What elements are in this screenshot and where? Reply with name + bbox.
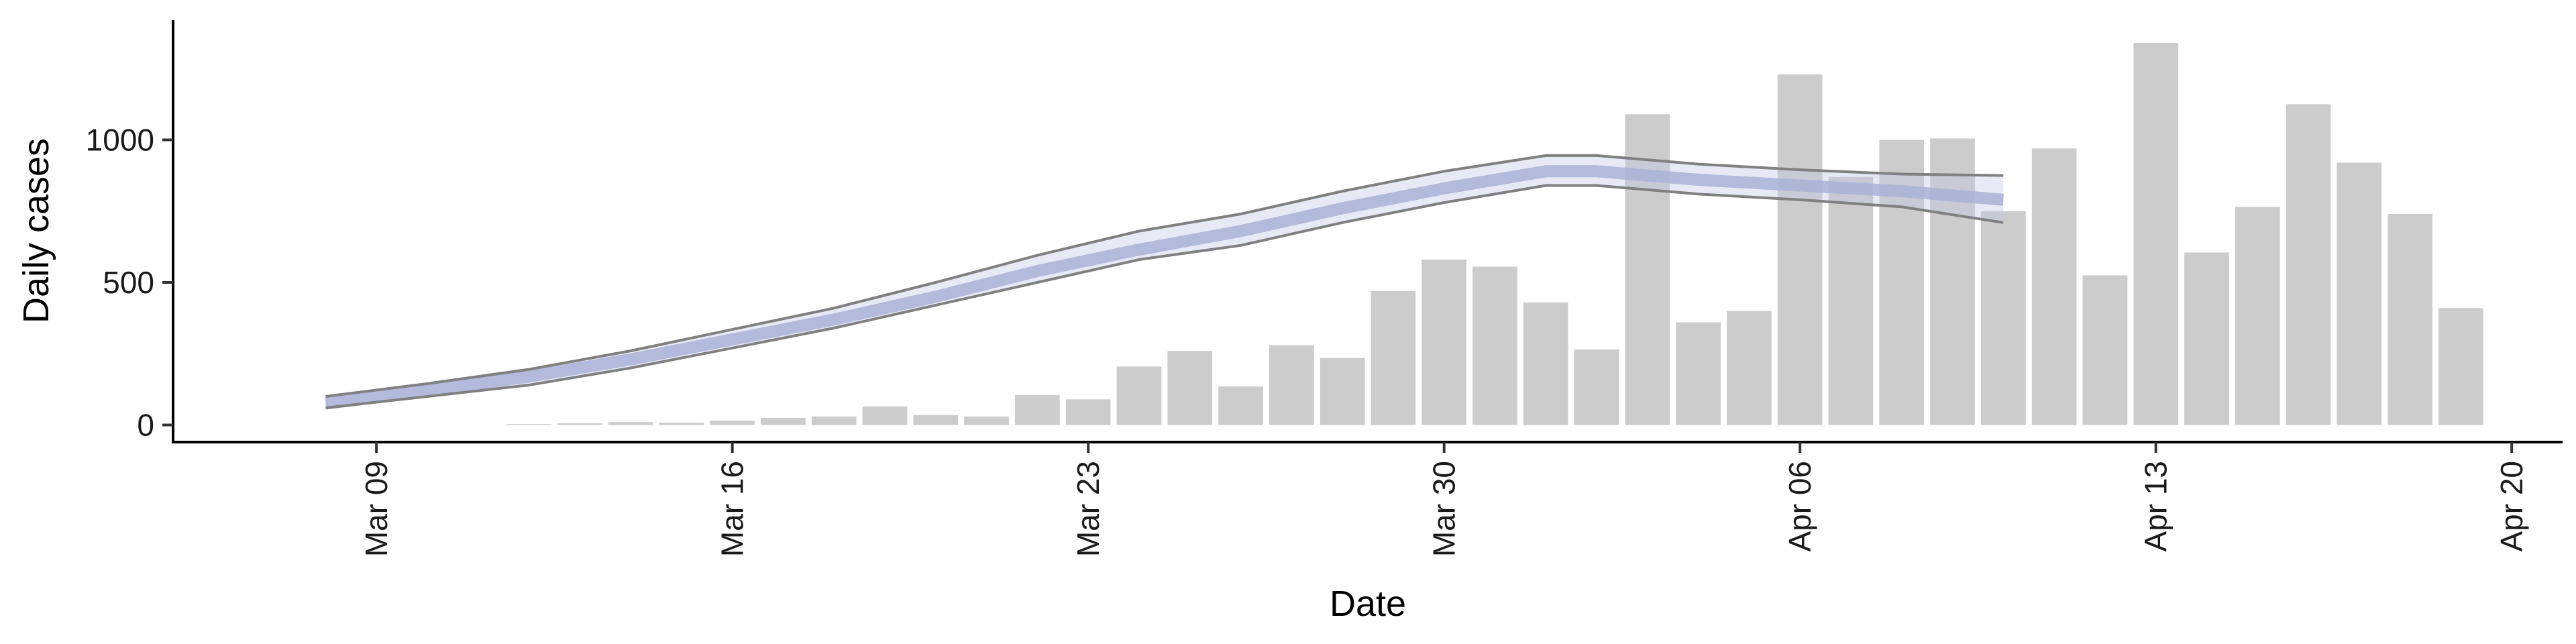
x-tick-label: Mar 23	[1071, 461, 1106, 557]
y-ticks: 0 500 1000	[86, 123, 173, 443]
bar-2020-04-09	[1930, 138, 1975, 425]
bar-2020-03-31	[1472, 266, 1517, 425]
bar-2020-04-11	[2031, 148, 2077, 425]
x-tick-label: Mar 09	[359, 461, 394, 557]
bar-2020-03-17	[761, 417, 806, 425]
bar-2020-03-13	[557, 423, 602, 425]
bar-2020-04-10	[1981, 211, 2026, 425]
bar-2020-04-14	[2184, 252, 2229, 425]
bar-2020-04-06	[1777, 74, 1823, 425]
bar-2020-04-05	[1727, 311, 1772, 425]
bar-2020-03-15	[659, 423, 704, 425]
estimate-median-band	[325, 165, 2004, 410]
bar-2020-03-16	[710, 421, 755, 425]
bar-2020-03-21	[964, 416, 1009, 425]
bar-2020-03-28	[1320, 358, 1365, 425]
bar-2020-04-04	[1676, 322, 1721, 425]
bar-2020-04-07	[1828, 176, 1874, 425]
bar-2020-03-25	[1167, 351, 1213, 425]
bar-2020-03-26	[1218, 386, 1263, 425]
bar-2020-04-13	[2133, 43, 2179, 425]
axes-layer	[172, 20, 2563, 443]
bar-2020-03-27	[1269, 345, 1314, 425]
y-axis-title: Daily cases	[16, 138, 56, 323]
y-tick-label: 1000	[86, 123, 154, 158]
bar-2020-04-16	[2286, 104, 2331, 425]
bar-2020-04-17	[2337, 162, 2382, 425]
x-tick-label: Apr 06	[1782, 461, 1817, 552]
bar-2020-04-01	[1523, 302, 1568, 425]
bar-2020-03-18	[811, 416, 857, 425]
bar-2020-03-24	[1116, 366, 1162, 425]
bar-2020-03-19	[862, 406, 908, 425]
x-ticks: Mar 09 Mar 16 Mar 23 Mar 30 Apr 06 Apr 13 Apr …	[359, 442, 2529, 557]
bar-2020-03-29	[1371, 290, 1416, 425]
bar-2020-04-03	[1625, 114, 1670, 425]
bar-2020-03-23	[1065, 399, 1111, 425]
bar-2020-03-30	[1421, 260, 1466, 425]
bars-layer	[506, 43, 2483, 425]
y-tick-label: 0	[137, 408, 154, 443]
x-tick-label: Mar 16	[715, 461, 750, 557]
x-tick-label: Mar 30	[1427, 461, 1462, 557]
bar-2020-04-02	[1574, 349, 1619, 425]
x-tick-label: Apr 20	[2494, 461, 2529, 552]
x-axis-title: Date	[1330, 584, 1406, 624]
bar-2020-04-15	[2235, 207, 2280, 425]
bar-2020-03-14	[608, 422, 653, 425]
x-tick-label: Apr 13	[2139, 461, 2174, 552]
estimate-layer	[325, 154, 2004, 410]
bar-2020-04-18	[2387, 214, 2432, 425]
bar-2020-03-22	[1015, 394, 1060, 425]
bar-2020-03-12	[506, 424, 551, 425]
bar-2020-03-20	[913, 415, 959, 425]
estimate-upper-line	[325, 154, 2004, 398]
bar-2020-04-12	[2082, 275, 2128, 425]
y-tick-label: 500	[103, 265, 154, 300]
estimate-lower-line	[325, 184, 2004, 409]
bar-2020-04-19	[2438, 308, 2483, 425]
